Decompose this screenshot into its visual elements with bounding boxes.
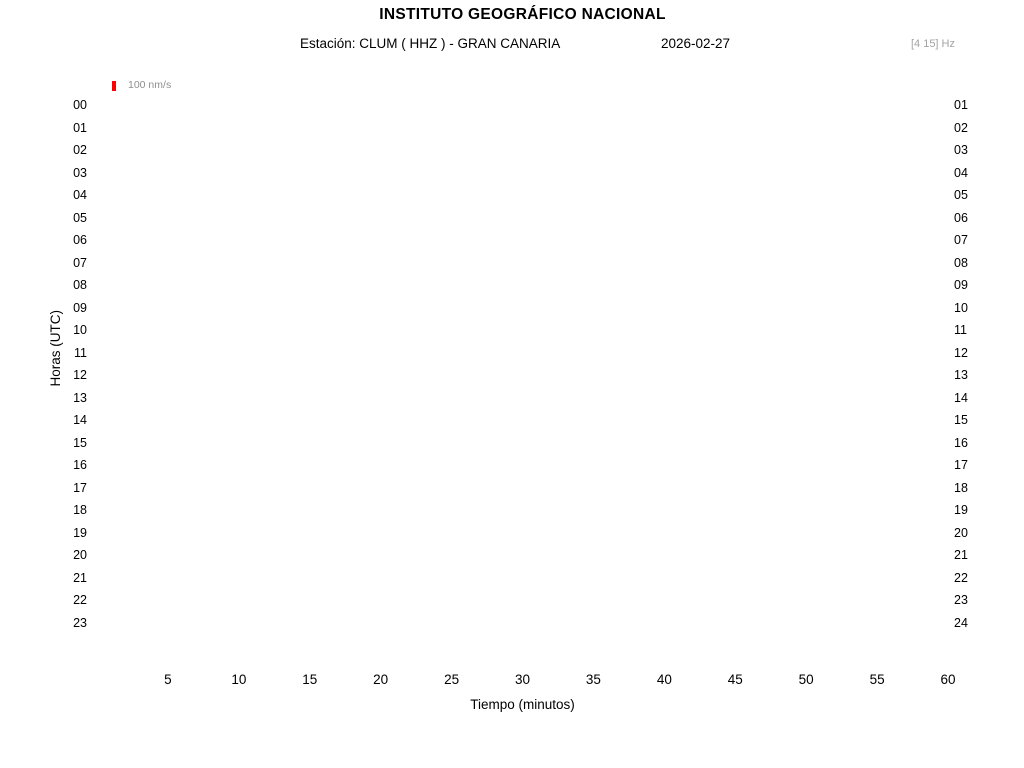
hour-label-right-12: 12	[954, 345, 968, 360]
hour-label-left-14: 14	[73, 413, 87, 427]
x-tick-label-10: 10	[231, 672, 247, 687]
page-title: INSTITUTO GEOGRÁFICO NACIONAL	[379, 6, 666, 23]
hour-label-left-09: 09	[73, 300, 87, 315]
x-tick-label-45: 45	[727, 672, 743, 687]
hour-label-left-10: 10	[73, 323, 87, 337]
hour-label-left-05: 05	[73, 210, 87, 225]
hour-label-left-00: 00	[73, 98, 87, 112]
hour-label-right-23: 23	[954, 593, 968, 607]
hour-label-right-14: 14	[954, 390, 968, 405]
x-tick-label-50: 50	[798, 672, 814, 687]
hour-label-left-04: 04	[73, 188, 87, 202]
hour-label-left-01: 01	[73, 120, 87, 135]
hour-label-right-09: 09	[954, 278, 968, 292]
station-subtitle: Estación: CLUM ( HHZ ) - GRAN CANARIA	[300, 36, 561, 51]
x-tick-label-5: 5	[164, 672, 172, 687]
hour-label-right-02: 02	[954, 120, 968, 135]
hour-label-right-15: 15	[954, 413, 968, 427]
x-tick-label-40: 40	[656, 672, 672, 687]
hour-label-right-07: 07	[954, 233, 968, 247]
hour-label-left-07: 07	[73, 255, 87, 270]
hour-label-right-11: 11	[954, 323, 967, 337]
hour-label-left-22: 22	[73, 593, 87, 607]
x-axis-label: Tiempo (minutos)	[470, 697, 575, 712]
scale-label: 100 nm/s	[128, 79, 172, 91]
hour-label-right-20: 20	[954, 525, 968, 540]
hour-label-right-16: 16	[954, 435, 968, 450]
hour-label-right-05: 05	[954, 188, 968, 202]
hour-label-right-22: 22	[954, 570, 968, 585]
hour-label-right-01: 01	[954, 98, 968, 112]
scale-marker-icon	[112, 81, 116, 91]
hour-label-left-19: 19	[73, 525, 87, 540]
x-tick-label-35: 35	[585, 672, 601, 687]
hour-label-left-21: 21	[73, 570, 87, 585]
hour-label-right-03: 03	[954, 143, 968, 157]
x-tick-label-25: 25	[444, 672, 460, 687]
hour-label-left-08: 08	[73, 278, 87, 292]
x-tick-label-20: 20	[373, 672, 389, 687]
hour-label-right-10: 10	[954, 300, 968, 315]
hour-label-right-13: 13	[954, 368, 968, 382]
hour-label-left-20: 20	[73, 548, 87, 562]
hour-label-right-04: 04	[954, 165, 968, 180]
hour-label-left-11: 11	[74, 345, 87, 360]
hour-label-left-23: 23	[73, 615, 87, 630]
date-label: 2026-02-27	[661, 36, 731, 51]
filter-band-label: [4 15] Hz	[910, 38, 955, 50]
x-tick-label-55: 55	[869, 672, 885, 687]
hour-label-right-21: 21	[954, 548, 968, 562]
hour-label-left-06: 06	[73, 233, 87, 247]
hour-label-right-19: 19	[954, 503, 968, 517]
hour-label-left-16: 16	[73, 458, 87, 472]
hour-label-left-15: 15	[73, 435, 87, 450]
hour-label-left-18: 18	[73, 503, 87, 517]
hour-label-right-08: 08	[954, 255, 968, 270]
hour-label-right-24: 24	[954, 615, 968, 630]
hour-label-left-17: 17	[73, 480, 87, 495]
x-tick-label-30: 30	[514, 672, 531, 687]
hour-label-right-17: 17	[954, 458, 968, 472]
hour-label-left-12: 12	[73, 368, 87, 382]
hour-label-left-13: 13	[73, 390, 87, 405]
x-tick-label-60: 60	[940, 672, 956, 687]
hour-label-left-03: 03	[73, 165, 87, 180]
hour-label-left-02: 02	[73, 143, 87, 157]
hour-label-right-06: 06	[954, 210, 968, 225]
x-tick-label-15: 15	[302, 672, 318, 687]
hour-label-right-18: 18	[954, 480, 968, 495]
